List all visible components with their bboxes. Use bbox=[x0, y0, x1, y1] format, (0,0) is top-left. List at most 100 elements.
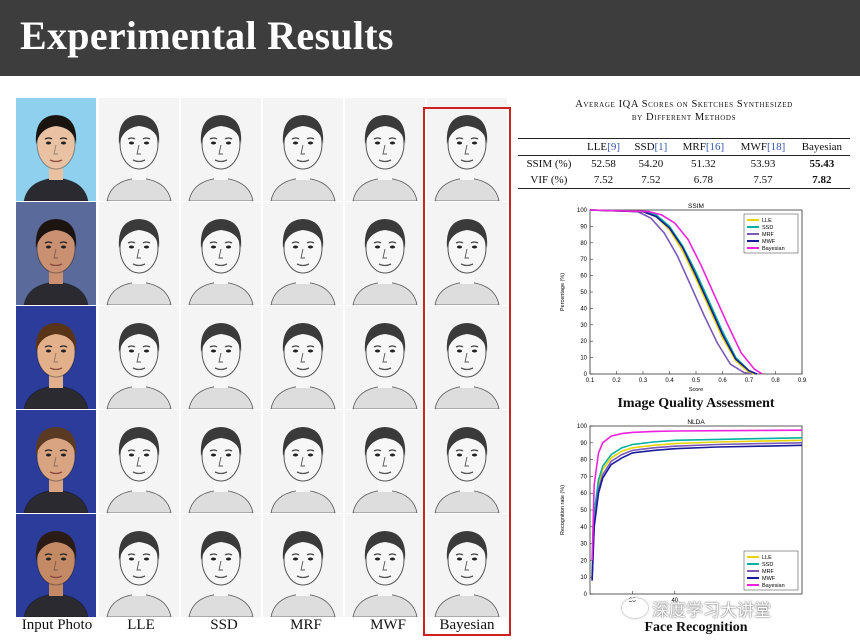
input-photo bbox=[16, 306, 96, 409]
header-mwf: MWF[18] bbox=[740, 141, 786, 153]
x-tick-label: 0.2 bbox=[612, 378, 621, 384]
table-row: SSIM (%) 52.58 54.20 51.32 53.93 55.43 bbox=[518, 156, 850, 173]
table-caption: Average IQA Scores on Sketches Synthesiz… bbox=[518, 98, 850, 124]
input-photo bbox=[16, 98, 96, 201]
column-label: SSD bbox=[210, 617, 238, 633]
y-axis-label: Recognition rate (%) bbox=[560, 485, 566, 535]
legend-label: Bayesian bbox=[762, 246, 785, 252]
y-tick-label: 80 bbox=[580, 241, 587, 247]
y-tick-label: 90 bbox=[580, 224, 587, 230]
table-corner bbox=[518, 139, 580, 156]
column-label: MWF bbox=[370, 617, 406, 633]
legend-label: MRF bbox=[762, 569, 775, 575]
sketch-image bbox=[99, 306, 179, 409]
y-tick-label: 30 bbox=[580, 542, 587, 548]
sketch-image bbox=[345, 98, 425, 201]
legend-label: MWF bbox=[762, 576, 776, 582]
y-tick-label: 0 bbox=[584, 372, 588, 378]
column-label: Input Photo bbox=[21, 617, 93, 633]
y-tick-label: 50 bbox=[580, 290, 587, 296]
header-ssd: SSD[1] bbox=[634, 141, 668, 153]
sketch-image bbox=[345, 202, 425, 305]
table-cell: 6.78 bbox=[693, 174, 714, 186]
y-tick-label: 40 bbox=[580, 306, 587, 312]
table-cell: 7.52 bbox=[593, 174, 614, 186]
table-header-row: LLE[9] SSD[1] MRF[16] MWF[18] Bayesian bbox=[518, 138, 850, 156]
legend-label: SSD bbox=[762, 562, 773, 568]
nlda-chart-caption: Face Recognition bbox=[644, 620, 748, 635]
row-label: VIF (%) bbox=[530, 174, 568, 186]
sketch-image bbox=[345, 306, 425, 409]
sketch-image bbox=[181, 202, 261, 305]
table-cell-best: 7.82 bbox=[812, 174, 832, 186]
x-tick-label: 0.8 bbox=[771, 378, 780, 384]
series-line bbox=[589, 209, 758, 375]
x-tick-label: 0.9 bbox=[798, 378, 806, 384]
y-tick-label: 50 bbox=[580, 508, 587, 514]
x-tick-label: 40 bbox=[671, 598, 678, 604]
iqa-table: LLE[9] SSD[1] MRF[16] MWF[18] Bayesian S… bbox=[518, 138, 850, 189]
column-label: Bayesian bbox=[439, 617, 495, 633]
slide-header: Experimental Results bbox=[0, 0, 860, 76]
sketch-image bbox=[181, 514, 261, 617]
x-tick-label: 0.3 bbox=[639, 378, 648, 384]
sketch-image bbox=[99, 202, 179, 305]
sketch-image bbox=[427, 514, 507, 617]
sketch-image bbox=[181, 98, 261, 201]
header-bayesian: Bayesian bbox=[801, 141, 843, 153]
chart-title: NLDA bbox=[687, 419, 705, 426]
sketch-image bbox=[345, 514, 425, 617]
table-caption-line1: Average IQA Scores on Sketches Synthesiz… bbox=[575, 99, 793, 110]
sketch-image bbox=[99, 410, 179, 513]
watermark-logo-icon bbox=[622, 598, 648, 618]
y-tick-label: 10 bbox=[580, 575, 587, 581]
sketch-image bbox=[181, 306, 261, 409]
y-tick-label: 0 bbox=[584, 592, 588, 598]
sketch-image bbox=[263, 410, 343, 513]
y-tick-label: 20 bbox=[580, 339, 587, 345]
series-line bbox=[591, 437, 803, 574]
x-tick-label: 0.4 bbox=[665, 378, 674, 384]
table-cell: 7.57 bbox=[753, 174, 773, 186]
bayesian-highlight-box bbox=[423, 107, 511, 636]
legend-label: SSD bbox=[762, 225, 773, 231]
y-tick-label: 10 bbox=[580, 356, 587, 362]
y-tick-label: 80 bbox=[580, 458, 587, 464]
row-label: SSIM (%) bbox=[526, 158, 572, 170]
sketch-image bbox=[427, 410, 507, 513]
sketch-image bbox=[263, 306, 343, 409]
legend-label: Bayesian bbox=[762, 583, 785, 589]
legend-label: MRF bbox=[762, 232, 775, 238]
x-tick-label: 0.6 bbox=[718, 378, 727, 384]
table-cell: 51.32 bbox=[691, 158, 716, 170]
sketch-image bbox=[427, 202, 507, 305]
ssim-chart: SSIM Percentage (%) Score 0 10 20 30 40 50 60 70 80… bbox=[560, 203, 806, 392]
x-tick-label: 0.5 bbox=[692, 378, 701, 384]
y-tick-label: 70 bbox=[580, 257, 587, 263]
input-photo bbox=[16, 410, 96, 513]
sketch-image bbox=[99, 98, 179, 201]
x-axis-label: Score bbox=[689, 387, 703, 392]
table-cell: 7.52 bbox=[641, 174, 661, 186]
sketch-image bbox=[427, 306, 507, 409]
y-tick-label: 90 bbox=[580, 441, 587, 447]
table-cell: 53.93 bbox=[750, 158, 776, 170]
y-tick-label: 100 bbox=[577, 424, 588, 430]
y-tick-label: 20 bbox=[580, 558, 587, 564]
input-photo bbox=[16, 514, 96, 617]
input-photo bbox=[16, 202, 96, 305]
x-tick-label: 0.7 bbox=[745, 378, 754, 384]
ssim-chart-caption: Image Quality Assessment bbox=[617, 396, 775, 411]
y-tick-label: 100 bbox=[577, 208, 588, 214]
series-line bbox=[589, 209, 763, 375]
header-lle: LLE[9] bbox=[586, 141, 620, 153]
table-cell: 52.58 bbox=[591, 158, 616, 170]
header-mrf: MRF[16] bbox=[682, 141, 725, 153]
y-tick-label: 60 bbox=[580, 491, 587, 497]
watermark: 深度学习大讲堂 bbox=[652, 601, 771, 621]
y-tick-label: 60 bbox=[580, 274, 587, 280]
column-label: LLE bbox=[127, 617, 155, 633]
series-line bbox=[591, 444, 803, 581]
table-caption-line2: by Different Methods bbox=[631, 112, 737, 123]
legend-label: MWF bbox=[762, 239, 776, 245]
